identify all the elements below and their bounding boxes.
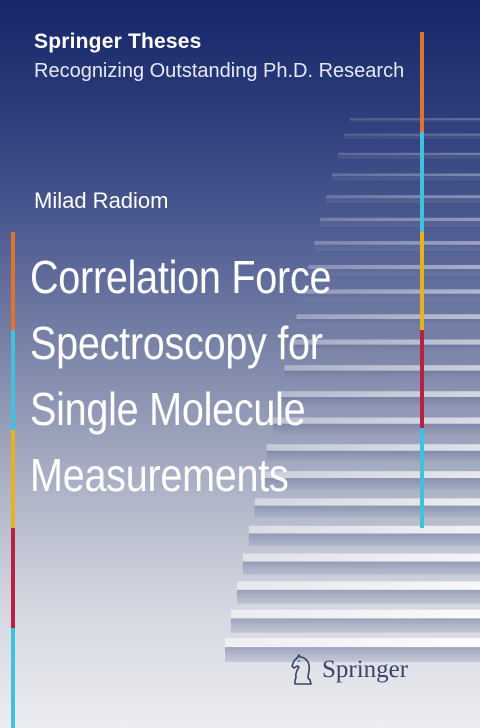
stair-tread	[326, 195, 480, 199]
stair-riser	[236, 589, 480, 604]
stair-tread	[260, 471, 480, 479]
stair-tread	[242, 553, 480, 562]
stair-tread	[254, 498, 480, 506]
book-title: Correlation Force Spectroscopy for Singl…	[30, 244, 391, 508]
series-name: Springer Theses	[34, 30, 202, 53]
stair-tread	[278, 391, 480, 398]
accent-stripe-right-yellow	[420, 232, 424, 330]
stair-riser	[248, 533, 480, 547]
accent-stripe-right-cyan	[420, 132, 424, 232]
accent-stripe-left-cyan	[11, 330, 15, 430]
title-line-3: Single Molecule	[30, 383, 306, 435]
accent-stripe-left-orange	[11, 232, 15, 330]
stair-riser	[242, 561, 480, 575]
stair-riser	[290, 344, 480, 354]
stair-tread	[344, 133, 480, 136]
stair-tread	[332, 173, 480, 177]
stair-tread	[308, 264, 480, 270]
stair-tread	[284, 365, 480, 371]
stair-tread	[302, 289, 480, 294]
stair-tread	[225, 638, 480, 648]
title-line-1: Correlation Force	[30, 251, 332, 303]
stair-riser	[344, 135, 480, 139]
stair-riser	[326, 198, 480, 204]
stair-tread	[290, 339, 480, 345]
title-line-2: Spectroscopy for	[30, 317, 323, 369]
stair-riser	[284, 370, 480, 380]
stair-riser	[230, 618, 480, 633]
stair-riser	[260, 478, 480, 490]
stair-riser	[332, 176, 480, 181]
chess-knight-icon	[291, 654, 312, 685]
stair-riser	[266, 450, 480, 462]
stair-tread	[272, 417, 480, 424]
title-line-4: Measurements	[30, 449, 289, 501]
stair-tread	[320, 217, 480, 222]
accent-stripe-left-cyan-lower	[11, 628, 15, 728]
series-subtitle: Recognizing Outstanding Ph.D. Research	[34, 60, 405, 82]
accent-stripe-right-cyan-lower	[420, 428, 424, 528]
stair-tread	[230, 609, 480, 619]
stair-riser	[302, 293, 480, 302]
stair-riser	[254, 505, 480, 518]
stair-riser	[320, 221, 480, 227]
stair-riser	[314, 244, 480, 251]
accent-stripe-right-orange	[420, 32, 424, 132]
publisher-logo: Springer	[288, 652, 408, 688]
stair-riser	[225, 647, 480, 662]
accent-stripe-right-red	[420, 330, 424, 428]
stair-riser	[338, 155, 480, 159]
stair-tread	[338, 152, 480, 156]
stair-tread	[296, 314, 480, 320]
stair-riser	[350, 119, 480, 122]
accent-stripe-left-yellow	[11, 430, 15, 528]
stair-riser	[308, 269, 480, 276]
author-name: Milad Radiom	[34, 188, 169, 213]
publisher-name: Springer	[322, 656, 409, 683]
stair-tread	[236, 581, 480, 590]
stair-riser	[272, 423, 480, 434]
stair-riser	[296, 319, 480, 327]
stair-riser	[278, 397, 480, 407]
stair-tread	[266, 444, 480, 451]
accent-stripe-left-red	[11, 528, 15, 628]
stair-tread	[350, 118, 480, 120]
stair-tread	[314, 241, 480, 245]
stair-tread	[248, 525, 480, 534]
